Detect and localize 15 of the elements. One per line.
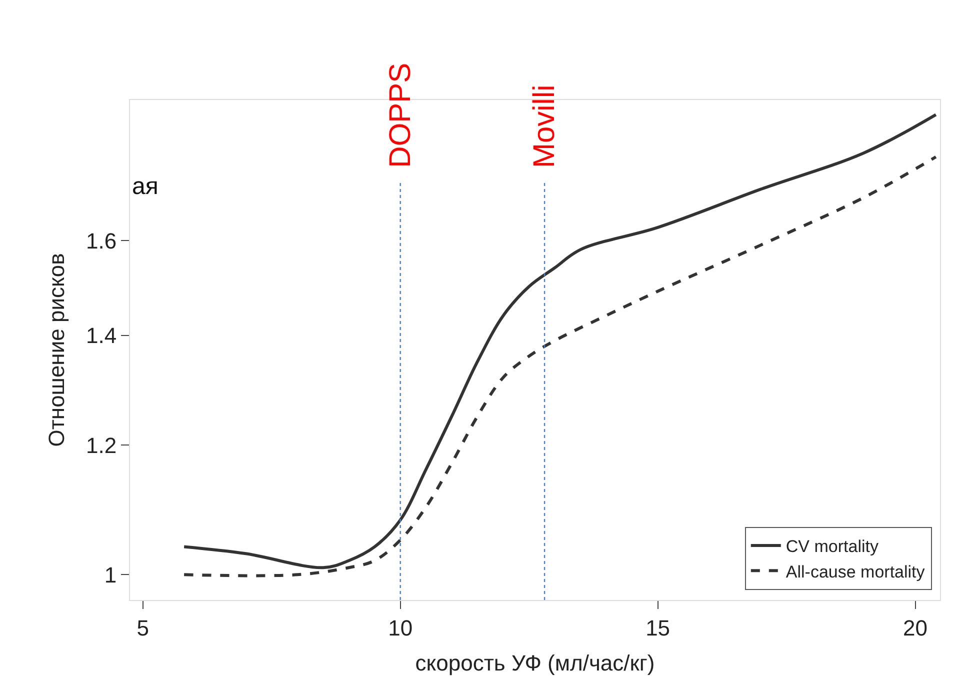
legend-label: CV mortality <box>786 537 879 556</box>
ref-line-label: Movilli <box>528 84 562 168</box>
x-tick-label: 5 <box>136 615 149 640</box>
x-tick-label: 10 <box>388 615 413 640</box>
x-axis-title: скорость УФ (мл/час/кг) <box>415 650 655 676</box>
annotation: ая <box>132 173 158 200</box>
ref-line-label: DOPPS <box>384 62 417 168</box>
y-tick-label: 1.6 <box>86 228 117 254</box>
y-axis-title: Отношение рисков <box>44 253 69 447</box>
y-tick-label: 1.4 <box>86 323 117 348</box>
y-tick-label: 1 <box>104 562 117 588</box>
x-tick-label: 20 <box>903 615 928 640</box>
legend-label: All-cause mortality <box>786 562 926 582</box>
y-tick-label: 1.2 <box>86 432 117 458</box>
x-tick-label: 15 <box>646 615 670 640</box>
